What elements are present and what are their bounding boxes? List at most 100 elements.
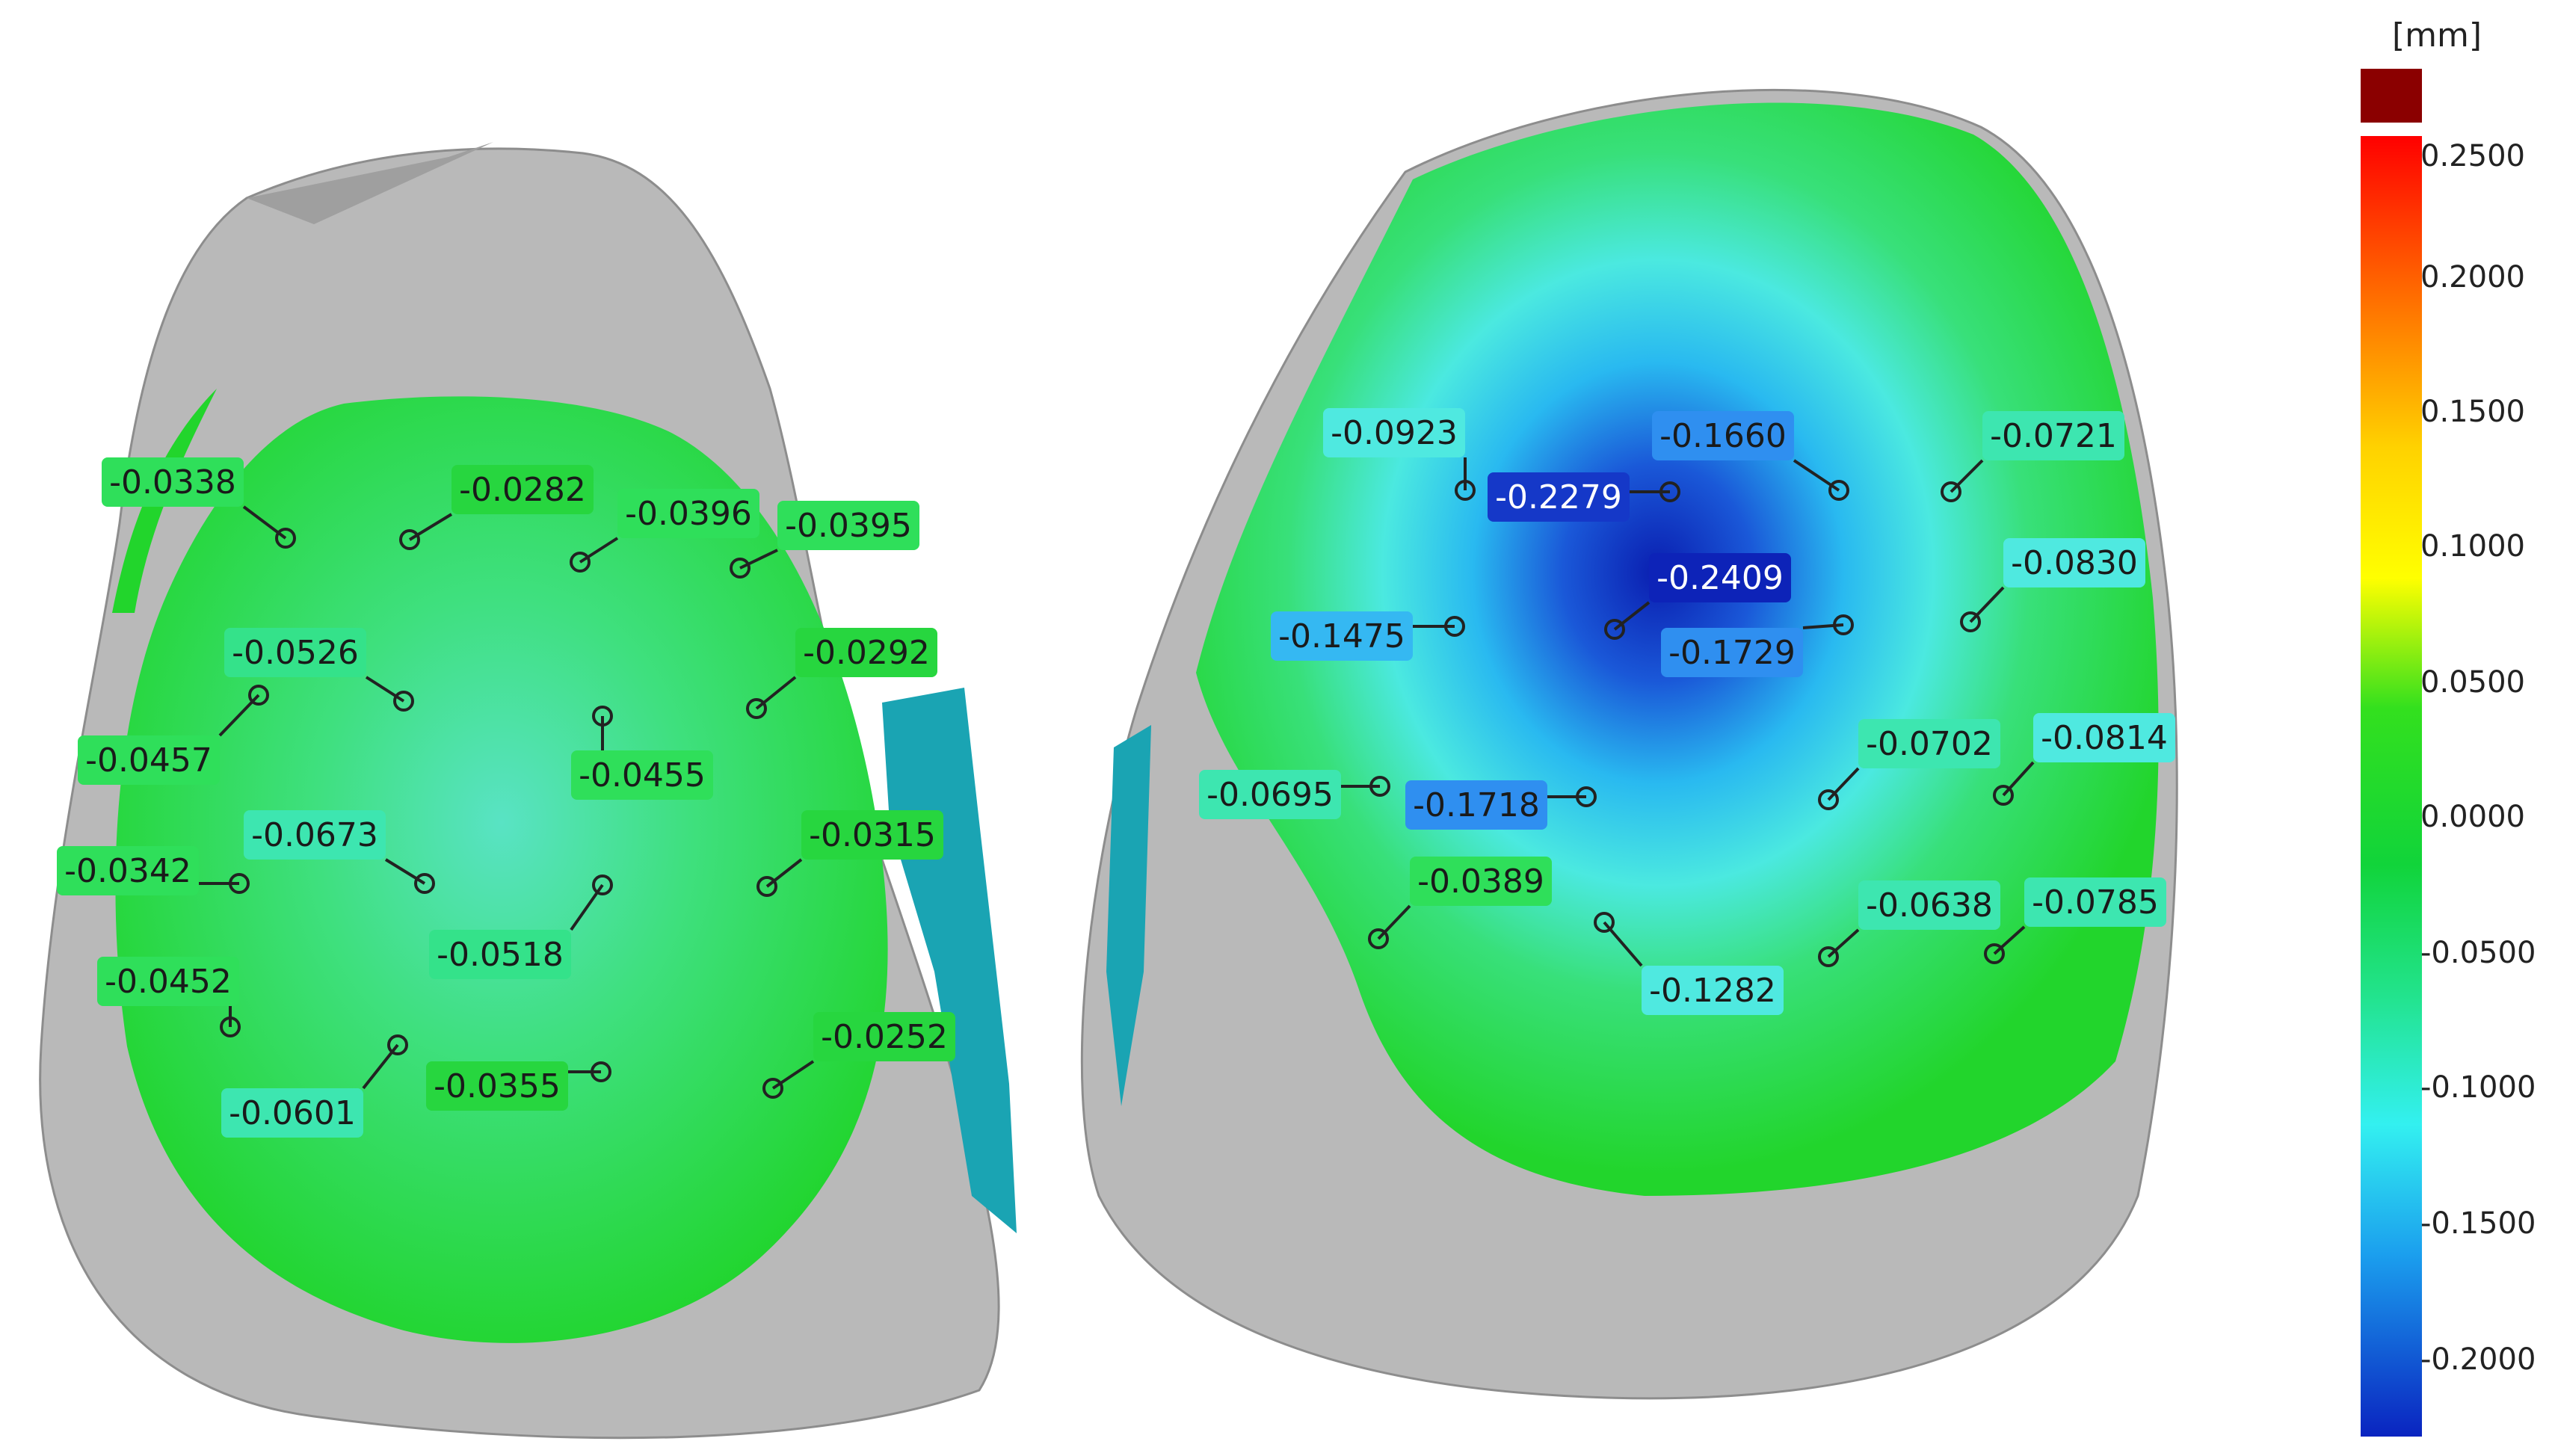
left-callout[interactable]: -0.0395 [730,501,919,579]
right-measure-point[interactable] [1455,480,1476,501]
right-deviation-value: -0.0785 [2032,883,2159,922]
left-measure-point[interactable] [746,698,767,719]
left-callout[interactable]: -0.0282 [399,465,594,550]
left-callout-box [813,1012,955,1061]
right-callout-box [2033,713,2175,762]
right-measure-point[interactable] [1594,912,1615,933]
right-callout-box [1858,880,2000,930]
color-scale-overflow-swatch [2361,69,2422,123]
left-callout-box [617,489,759,538]
left-callout[interactable]: -0.0518 [429,874,613,979]
right-callout[interactable]: -0.0702 [1818,719,2000,810]
right-callout[interactable]: -0.1660 [1652,411,1849,501]
left-measure-point[interactable] [393,691,414,712]
left-callout[interactable]: -0.0342 [57,846,250,895]
left-callout[interactable]: -0.0355 [426,1061,611,1111]
right-part-left-teal-edge [1106,725,1151,1106]
right-callout[interactable]: -0.1475 [1271,611,1465,661]
right-callout[interactable]: -0.0638 [1818,880,2000,967]
right-measure-point[interactable] [1368,928,1389,949]
right-callout-leader [1827,928,1860,958]
left-callout[interactable]: -0.0457 [78,685,269,785]
left-callout[interactable]: -0.0396 [570,489,759,573]
right-callout[interactable]: -0.0830 [1960,538,2145,632]
right-callout-box [1642,966,1784,1015]
color-scale-tick-label: 0.0500 [2420,665,2525,700]
left-measure-point[interactable] [229,873,250,894]
right-callout[interactable]: -0.0923 [1323,408,1476,501]
left-measure-point[interactable] [592,706,613,727]
right-callout-box [1858,719,2000,768]
left-part[interactable] [39,142,1017,1440]
right-measure-point[interactable] [1818,789,1839,810]
left-measure-point[interactable] [591,1061,611,1082]
right-part-annotations: -0.0923 -0.1660 -0.0721 -0.2279 -0.0830 -0.24… [1199,408,2175,1015]
right-measure-point[interactable] [1576,786,1597,807]
color-scale-tick-label: 0.0000 [2420,800,2525,834]
left-callout[interactable]: -0.0315 [756,810,943,897]
right-measure-point[interactable] [1818,946,1839,967]
right-callout[interactable]: -0.0721 [1941,411,2124,502]
left-callout-box [78,735,220,785]
right-deviation-value: -0.2409 [1656,559,1784,597]
right-callout[interactable]: -0.1718 [1405,780,1597,830]
left-measure-point[interactable] [414,873,435,894]
right-callout-box [1405,780,1547,830]
left-measure-point[interactable] [756,876,777,897]
left-callout[interactable]: -0.0601 [221,1034,408,1138]
right-callout-leader [1827,767,1860,801]
right-callout[interactable]: -0.2279 [1488,472,1680,522]
left-deviation-value: -0.0315 [809,816,936,854]
right-callout-box [1488,472,1630,522]
right-callout-leader [1993,925,2026,955]
left-measure-point[interactable] [275,528,296,549]
left-callout-box [426,1061,568,1111]
right-part[interactable] [1080,88,2178,1400]
right-measure-point[interactable] [1833,614,1854,635]
left-callout[interactable]: -0.0673 [244,810,435,894]
left-callout[interactable]: -0.0338 [102,457,296,549]
right-measure-point[interactable] [1659,481,1680,502]
right-deviation-value: -0.0830 [2011,544,2138,582]
left-part-top-gray-flap [247,142,493,224]
left-measure-point[interactable] [220,1017,241,1037]
right-callout[interactable]: -0.1282 [1594,912,1784,1015]
left-deviation-value: -0.0452 [105,963,232,1001]
left-callout-box [102,457,244,507]
left-deviation-value: -0.0395 [785,507,912,545]
color-scale-tick-label: 0.1500 [2420,395,2525,429]
left-callout[interactable]: -0.0452 [97,957,241,1037]
left-measure-point[interactable] [399,529,420,550]
left-deviation-value: -0.0355 [434,1067,561,1105]
right-callout[interactable]: -0.2409 [1604,553,1791,640]
left-callout[interactable]: -0.0292 [746,628,937,719]
left-callout[interactable]: -0.0252 [762,1012,955,1099]
right-measure-point[interactable] [1984,943,2005,964]
right-callout[interactable]: -0.0814 [1993,713,2175,806]
right-callout-box [1410,857,1552,906]
right-callout[interactable]: -0.0389 [1368,857,1552,949]
left-measure-point[interactable] [730,558,751,579]
right-measure-point[interactable] [1993,785,2014,806]
right-callout[interactable]: -0.0785 [1984,877,2166,964]
right-measure-point[interactable] [1369,776,1390,797]
left-measure-point[interactable] [570,552,591,573]
right-measure-point[interactable] [1444,616,1465,637]
right-measure-point[interactable] [1828,480,1849,501]
right-measure-point[interactable] [1960,611,1981,632]
left-measure-point[interactable] [248,685,269,706]
left-callout[interactable]: -0.0455 [571,706,713,800]
right-callout[interactable]: -0.1729 [1661,614,1854,677]
right-deviation-value: -0.0923 [1331,414,1458,452]
left-deviation-value: -0.0396 [625,495,752,533]
left-measure-point[interactable] [592,874,613,895]
left-callout[interactable]: -0.0526 [224,628,414,712]
left-measure-point[interactable] [387,1034,408,1055]
left-measure-point[interactable] [762,1078,783,1099]
left-callout-leader [739,549,778,570]
right-measure-point[interactable] [1604,619,1625,640]
right-callout[interactable]: -0.0695 [1199,770,1390,819]
left-callout-box [57,846,199,895]
right-measure-point[interactable] [1941,481,1961,502]
